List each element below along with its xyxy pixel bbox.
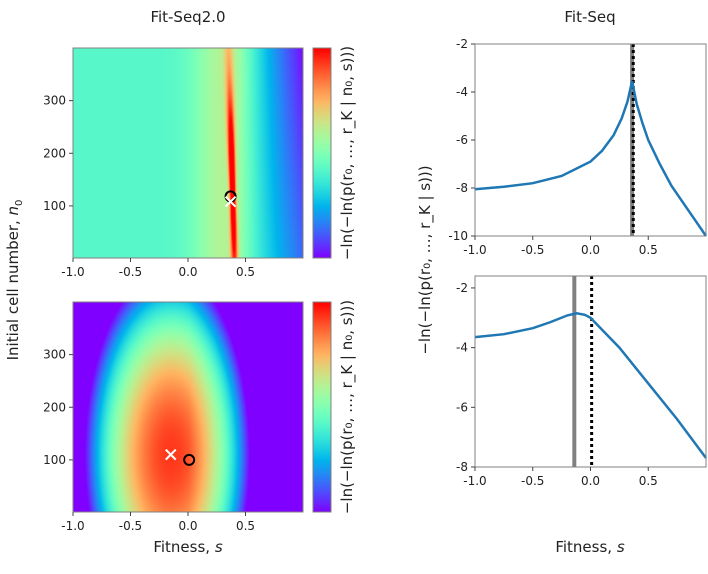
y-tick-label: -8 (456, 181, 468, 195)
ylabel-right: −ln(−ln(p(r₀, …, r_K | s))) (416, 165, 435, 354)
y-tick-label: -6 (456, 133, 468, 147)
x-tick-label: -0.5 (119, 265, 142, 279)
colorbar-label-top: −ln(−ln(p(r₀, …, r_K | n₀, s))) (338, 46, 357, 260)
y-tick-label: 200 (43, 400, 66, 414)
ylabel-left: Initial cell number, n0 (4, 200, 25, 361)
x-marker (165, 448, 177, 461)
title-right: Fit-Seq (564, 8, 615, 26)
y-tick-label: -4 (456, 85, 468, 99)
x-tick-label: -1.0 (463, 243, 486, 257)
x-tick-label: 0.0 (178, 519, 197, 533)
x-tick-label: -0.5 (521, 243, 544, 257)
title-left: Fit-Seq2.0 (150, 8, 225, 26)
y-tick-label: -6 (456, 400, 468, 414)
x-tick-label: 0.5 (236, 519, 255, 533)
x-tick-label: -1.0 (61, 265, 84, 279)
heatmap-bottom (73, 302, 303, 512)
y-tick-label: -10 (448, 229, 468, 243)
y-tick-label: 100 (43, 199, 66, 213)
likelihood-curve (474, 312, 708, 459)
heatmap-top (73, 48, 303, 258)
colorbar-bottom (313, 302, 331, 512)
x-tick-label: -0.5 (521, 474, 544, 488)
colorbar-label-bottom: −ln(−ln(p(r₀, …, r_K | n₀, s))) (338, 300, 357, 514)
xlabel-left: Fitness, s (153, 538, 223, 556)
circle-marker (224, 190, 237, 203)
x-tick-label: -1.0 (61, 519, 84, 533)
colorbar-frame (312, 301, 332, 513)
x-tick-label: 0.0 (581, 243, 600, 257)
colorbar-frame (312, 47, 332, 259)
y-tick-label: -2 (456, 281, 468, 295)
heatmap-frame (72, 301, 304, 513)
xlabel-right: Fitness, s (555, 538, 625, 556)
colorbar-top (313, 48, 331, 258)
x-tick-label: 0.5 (236, 265, 255, 279)
plot-frame (474, 43, 707, 237)
y-tick-label: -4 (456, 341, 468, 355)
x-tick-label: 0.0 (581, 474, 600, 488)
x-tick-label: 0.5 (639, 474, 658, 488)
x-tick-label: 0.5 (639, 243, 658, 257)
y-tick-label: 200 (43, 146, 66, 160)
heatmap-frame (72, 47, 304, 259)
x-tick-label: -1.0 (463, 474, 486, 488)
y-tick-label: 300 (43, 348, 66, 362)
x-tick-label: -0.5 (119, 519, 142, 533)
y-tick-label: -2 (456, 37, 468, 51)
x-marker (224, 195, 237, 208)
likelihood-curve (474, 80, 708, 237)
circle-marker (183, 453, 196, 466)
x-tick-label: 0.0 (178, 265, 197, 279)
y-tick-label: -8 (456, 460, 468, 474)
y-tick-label: 100 (43, 453, 66, 467)
y-tick-label: 300 (43, 94, 66, 108)
